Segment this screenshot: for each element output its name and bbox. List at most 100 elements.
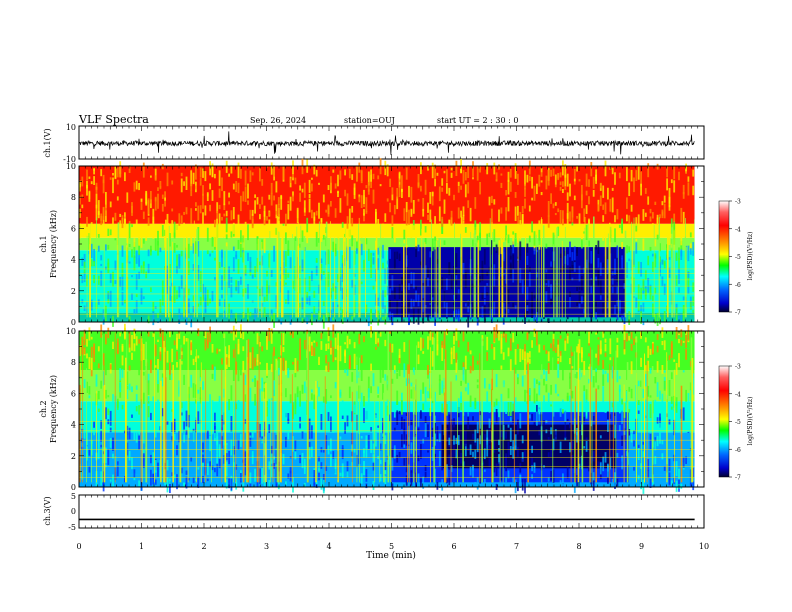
spec-speckle (375, 347, 377, 350)
spec-speckle (403, 444, 406, 448)
spec-speckle (102, 451, 105, 455)
spec-speckle (633, 177, 635, 193)
spec-speckle (119, 332, 122, 337)
spec-speckle (313, 164, 316, 175)
spec-speckle (242, 235, 245, 243)
spec-speckle (524, 344, 526, 358)
spec-speckle (573, 437, 576, 449)
spec-speckle (533, 422, 536, 425)
spec-speckle (642, 302, 645, 312)
spec-speckle (647, 163, 650, 178)
spec-speckle (95, 182, 98, 193)
spec-speckle (154, 460, 157, 473)
spec-speckle (294, 440, 297, 452)
spec-speckle (675, 303, 678, 309)
spec-speckle (678, 338, 680, 344)
spec-speckle (218, 444, 221, 459)
spec-ytick-label: 6 (71, 389, 76, 398)
spec-speckle (398, 358, 401, 364)
spec-speckle (121, 355, 124, 366)
spec-speckle (128, 244, 131, 247)
ch1-colorbar-scale (718, 200, 730, 313)
spec-speckle (581, 194, 583, 209)
spec-speckle (299, 185, 301, 191)
spec-speckle (663, 195, 666, 203)
spec-speckle (237, 369, 240, 382)
spec-speckle (410, 442, 413, 454)
spec-speckle (197, 389, 200, 394)
spec-speckle (533, 462, 536, 468)
spec-speckle (611, 426, 614, 438)
ch2-spec-ylabel-frequency: Frequency (kHz) (49, 375, 58, 443)
spec-speckle (614, 304, 616, 315)
spec-speckle (611, 478, 614, 484)
spec-speckle (533, 295, 536, 299)
spec-speckle (256, 257, 259, 272)
spec-speckle (285, 388, 287, 398)
spec-speckle (100, 471, 103, 486)
spec-speckle (659, 214, 661, 219)
spec-speckle (604, 160, 607, 177)
spec-speckle (595, 276, 597, 281)
spec-speckle (630, 410, 633, 415)
spec-speckle (268, 408, 271, 422)
spec-speckle (325, 355, 328, 364)
spec-speckle (464, 184, 467, 198)
spec-speckle (124, 430, 126, 434)
spec-speckle (526, 332, 529, 339)
spec-speckle (493, 401, 496, 407)
spec-speckle (263, 238, 266, 254)
spec-speckle (185, 476, 188, 489)
spec-speckle (330, 347, 332, 355)
spec-speckle (507, 197, 510, 212)
spec-speckle (384, 305, 387, 316)
x-tick-label: 1 (139, 542, 144, 551)
spec-speckle (289, 394, 292, 404)
spec-speckle (457, 398, 460, 413)
spec-speckle (578, 449, 581, 464)
spec-speckle (595, 174, 597, 184)
spec-speckle (628, 311, 631, 316)
spec-speckle (564, 421, 567, 424)
spec-speckle (270, 192, 273, 206)
spec-speckle (464, 368, 467, 384)
spec-speckle (242, 312, 245, 319)
spec-speckle (609, 338, 612, 355)
spec-speckle (464, 227, 467, 233)
spec-speckle (403, 458, 406, 466)
spec-speckle (187, 243, 190, 259)
spec-speckle (105, 210, 107, 222)
spec-speckle (424, 275, 427, 287)
spec-speckle (166, 172, 169, 187)
spec-speckle (259, 342, 261, 347)
spec-speckle (649, 367, 652, 374)
spec-speckle (450, 315, 453, 318)
spec-speckle (488, 232, 491, 238)
spec-speckle (609, 428, 612, 440)
spec-speckle (294, 447, 297, 460)
spec-speckle (519, 268, 522, 283)
spec-speckle (670, 179, 673, 184)
spec-speckle (211, 344, 214, 353)
spec-speckle (592, 176, 595, 189)
spec-speckle (431, 400, 434, 404)
spec-speckle (109, 273, 112, 283)
spec-speckle (292, 436, 294, 452)
spec-speckle (609, 414, 612, 419)
spec-speckle (460, 452, 462, 464)
spec-speckle (389, 288, 391, 295)
spec-speckle (97, 234, 100, 238)
spec-speckle (277, 197, 280, 205)
spec-speckle (488, 196, 491, 206)
spec-speckle (559, 181, 562, 186)
spec-speckle (581, 236, 583, 241)
spec-speckle (403, 342, 406, 352)
spec-speckle (214, 219, 216, 228)
spec-speckle (680, 250, 683, 257)
spec-speckle (576, 428, 578, 443)
spec-speckle (405, 212, 408, 226)
spec-speckle (135, 300, 138, 314)
spec-speckle (509, 181, 512, 192)
spec-speckle (142, 449, 145, 456)
